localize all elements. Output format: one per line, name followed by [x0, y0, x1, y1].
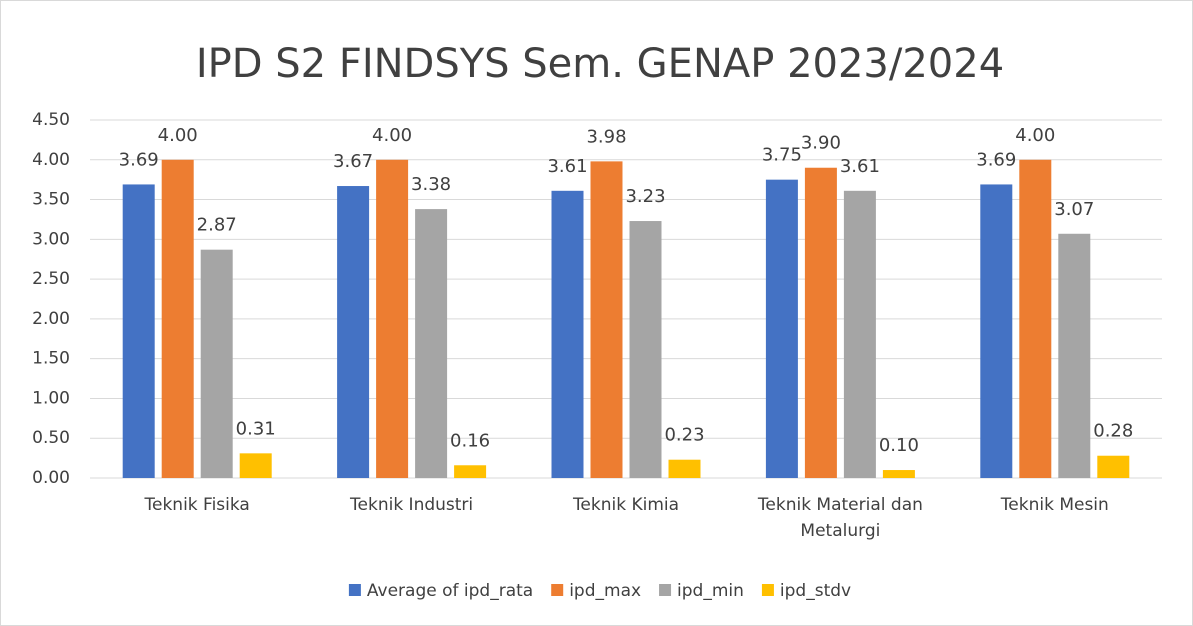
legend-swatch [551, 584, 564, 596]
bar [804, 167, 837, 478]
data-label: 0.10 [879, 435, 919, 456]
legend-label: Average of ipd_rata [367, 581, 533, 601]
legend-swatch [659, 584, 672, 596]
x-tick-label: Teknik Kimia [572, 495, 680, 515]
y-tick-label: 0.00 [32, 468, 70, 488]
bar [337, 186, 370, 478]
legend-label: ipd_stdv [780, 581, 851, 601]
data-label: 0.23 [664, 425, 704, 446]
bar [239, 453, 272, 478]
legend-swatch [761, 584, 774, 596]
data-label: 3.67 [333, 151, 373, 172]
y-tick-label: 0.50 [32, 428, 70, 448]
x-tick-label: Teknik Fisika [144, 495, 250, 515]
bar [980, 184, 1013, 478]
bar [1058, 233, 1091, 478]
y-tick-label: 2.50 [32, 269, 70, 289]
data-label: 3.23 [625, 186, 665, 207]
bar [454, 465, 487, 478]
chart-title: IPD S2 FINDSYS Sem. GENAP 2023/2024 [196, 41, 1004, 87]
data-label: 3.61 [547, 156, 587, 177]
bar [765, 179, 798, 478]
legend-swatch [348, 584, 361, 596]
x-tick-label: Teknik Industri [350, 495, 474, 515]
bar [122, 184, 155, 478]
y-tick-label: 4.50 [32, 110, 70, 130]
data-label: 4.00 [1015, 125, 1055, 146]
bar [376, 159, 409, 478]
bar [200, 249, 233, 478]
data-label: 3.38 [411, 174, 451, 195]
bar [415, 209, 448, 478]
data-label: 0.28 [1093, 421, 1133, 442]
data-label: 0.31 [236, 418, 276, 439]
data-label: 4.00 [372, 125, 412, 146]
bar [1019, 159, 1052, 478]
bar [1097, 455, 1130, 478]
data-label: 3.90 [801, 133, 841, 154]
data-label: 3.69 [976, 149, 1016, 170]
data-label: 0.16 [450, 430, 490, 451]
bar [843, 190, 876, 478]
data-label: 3.75 [762, 145, 802, 166]
y-tick-label: 2.00 [32, 309, 70, 329]
y-tick-label: 3.00 [32, 229, 70, 249]
legend-label: ipd_max [569, 581, 641, 601]
x-tick-label: Teknik Material dan Metalurgi [757, 495, 923, 541]
bar [551, 190, 584, 478]
bar [590, 161, 623, 478]
bar [668, 459, 701, 478]
y-tick-label: 1.00 [32, 388, 70, 408]
bar [882, 470, 915, 478]
y-tick-label: 1.50 [32, 349, 70, 369]
y-tick-label: 4.00 [32, 150, 70, 170]
x-tick-label: Teknik Mesin [1000, 495, 1109, 515]
y-tick-label: 3.50 [32, 190, 70, 210]
data-label: 3.07 [1054, 199, 1094, 220]
bar [161, 159, 194, 478]
data-label: 3.69 [119, 149, 159, 170]
data-label: 3.98 [586, 126, 626, 147]
data-label: 3.61 [840, 156, 880, 177]
data-label: 4.00 [158, 125, 198, 146]
bar [629, 221, 662, 478]
data-label: 2.87 [197, 215, 237, 236]
legend-label: ipd_min [677, 581, 744, 601]
